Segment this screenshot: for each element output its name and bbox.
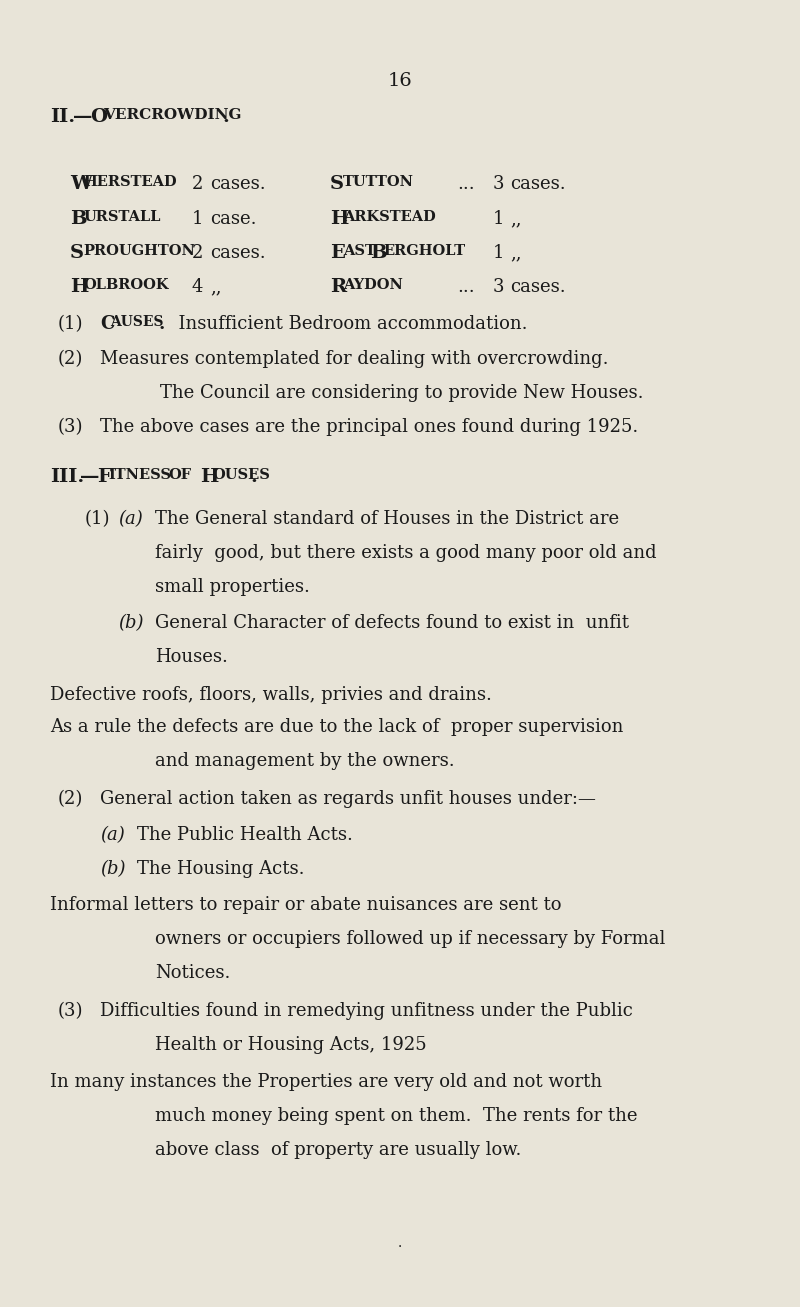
Text: B: B (370, 244, 387, 261)
Text: (a): (a) (100, 826, 125, 844)
Text: As a rule the defects are due to the lack of  proper supervision: As a rule the defects are due to the lac… (50, 718, 623, 736)
Text: fairly  good, but there exists a good many poor old and: fairly good, but there exists a good man… (155, 544, 657, 562)
Text: case.: case. (210, 210, 257, 227)
Text: 2: 2 (192, 244, 203, 261)
Text: 16: 16 (388, 72, 412, 90)
Text: Health or Housing Acts, 1925: Health or Housing Acts, 1925 (155, 1036, 426, 1053)
Text: The Public Health Acts.: The Public Health Acts. (137, 826, 353, 844)
Text: H: H (70, 278, 88, 295)
Text: OUSES: OUSES (212, 468, 270, 482)
Text: 1: 1 (493, 244, 505, 261)
Text: General Character of defects found to exist in  unfit: General Character of defects found to ex… (155, 614, 629, 633)
Text: ITNESS: ITNESS (108, 468, 171, 482)
Text: —: — (80, 468, 99, 486)
Text: cases.: cases. (510, 175, 566, 193)
Text: Notices.: Notices. (155, 965, 230, 982)
Text: 4: 4 (192, 278, 203, 295)
Text: 2: 2 (192, 175, 203, 193)
Text: (2): (2) (58, 350, 83, 369)
Text: ·: · (398, 1240, 402, 1253)
Text: HERSTEAD: HERSTEAD (83, 175, 177, 190)
Text: ...: ... (457, 175, 474, 193)
Text: R: R (330, 278, 346, 295)
Text: AYDON: AYDON (343, 278, 403, 291)
Text: (2): (2) (58, 789, 83, 808)
Text: The Council are considering to provide New Houses.: The Council are considering to provide N… (160, 384, 643, 403)
Text: In many instances the Properties are very old and not worth: In many instances the Properties are ver… (50, 1073, 602, 1091)
Text: ERGHOLT: ERGHOLT (383, 244, 466, 257)
Text: OLBROOK: OLBROOK (83, 278, 169, 291)
Text: O: O (90, 108, 107, 125)
Text: Insufficient Bedroom accommodation.: Insufficient Bedroom accommodation. (167, 315, 527, 333)
Text: (b): (b) (118, 614, 143, 633)
Text: B: B (70, 210, 86, 227)
Text: The General standard of Houses in the District are: The General standard of Houses in the Di… (155, 510, 619, 528)
Text: Houses.: Houses. (155, 648, 228, 667)
Text: (1): (1) (58, 315, 83, 333)
Text: ,,: ,, (510, 244, 522, 261)
Text: AUSES: AUSES (110, 315, 163, 329)
Text: 1: 1 (493, 210, 505, 227)
Text: .: . (158, 315, 164, 333)
Text: W: W (70, 175, 92, 193)
Text: and management by the owners.: and management by the owners. (155, 752, 454, 770)
Text: (a): (a) (118, 510, 142, 528)
Text: S: S (330, 175, 344, 193)
Text: 3: 3 (493, 278, 505, 295)
Text: Informal letters to repair or abate nuisances are sent to: Informal letters to repair or abate nuis… (50, 897, 562, 914)
Text: (3): (3) (58, 1002, 83, 1019)
Text: cases.: cases. (210, 244, 266, 261)
Text: URSTALL: URSTALL (83, 210, 161, 223)
Text: (b): (b) (100, 860, 126, 878)
Text: PROUGHTON: PROUGHTON (83, 244, 195, 257)
Text: F: F (97, 468, 110, 486)
Text: C: C (100, 315, 114, 333)
Text: 3: 3 (493, 175, 505, 193)
Text: Defective roofs, floors, walls, privies and drains.: Defective roofs, floors, walls, privies … (50, 686, 492, 704)
Text: The above cases are the principal ones found during 1925.: The above cases are the principal ones f… (100, 418, 638, 437)
Text: .: . (250, 468, 257, 486)
Text: owners or occupiers followed up if necessary by Formal: owners or occupiers followed up if neces… (155, 931, 666, 948)
Text: cases.: cases. (210, 175, 266, 193)
Text: H: H (200, 468, 218, 486)
Text: above class  of property are usually low.: above class of property are usually low. (155, 1141, 522, 1159)
Text: TUTTON: TUTTON (343, 175, 414, 190)
Text: (1): (1) (85, 510, 110, 528)
Text: OF: OF (168, 468, 191, 482)
Text: ,,: ,, (510, 210, 522, 227)
Text: ...: ... (457, 278, 474, 295)
Text: The Housing Acts.: The Housing Acts. (137, 860, 305, 878)
Text: Difficulties found in remedying unfitness under the Public: Difficulties found in remedying unfitnes… (100, 1002, 633, 1019)
Text: ARKSTEAD: ARKSTEAD (343, 210, 436, 223)
Text: 1: 1 (192, 210, 203, 227)
Text: E: E (330, 244, 345, 261)
Text: General action taken as regards unfit houses under:—: General action taken as regards unfit ho… (100, 789, 596, 808)
Text: ,,: ,, (210, 278, 222, 295)
Text: AST: AST (343, 244, 376, 257)
Text: Measures contemplated for dealing with overcrowding.: Measures contemplated for dealing with o… (100, 350, 609, 369)
Text: VERCROWDING: VERCROWDING (103, 108, 242, 122)
Text: H: H (330, 210, 348, 227)
Text: III.: III. (50, 468, 84, 486)
Text: cases.: cases. (510, 278, 566, 295)
Text: much money being spent on them.  The rents for the: much money being spent on them. The rent… (155, 1107, 638, 1125)
Text: II.: II. (50, 108, 75, 125)
Text: S: S (70, 244, 84, 261)
Text: —: — (73, 108, 92, 125)
Text: .: . (222, 108, 229, 125)
Text: small properties.: small properties. (155, 578, 310, 596)
Text: (3): (3) (58, 418, 83, 437)
